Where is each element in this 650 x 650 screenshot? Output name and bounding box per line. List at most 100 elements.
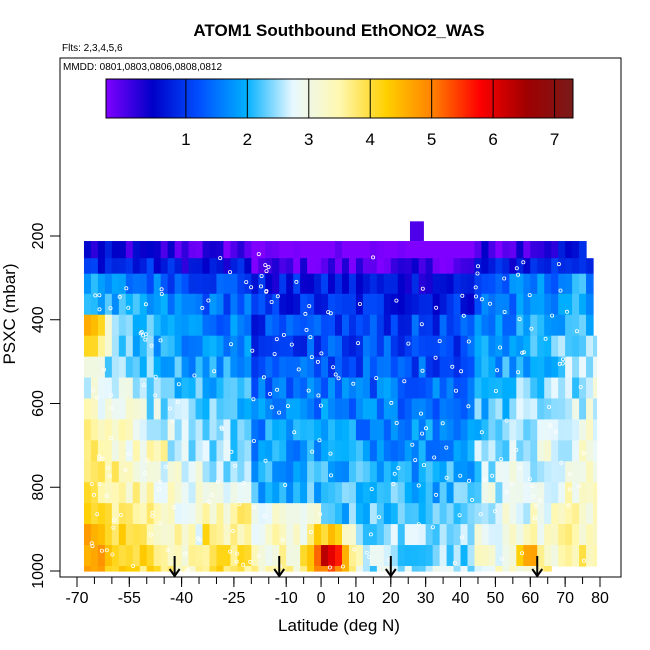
heatmap-cell bbox=[411, 258, 420, 275]
heatmap-cell bbox=[418, 419, 427, 441]
heatmap-cell bbox=[551, 273, 559, 295]
sample-point bbox=[212, 369, 217, 374]
heatmap-cell bbox=[209, 482, 218, 504]
heatmap-cell bbox=[411, 314, 420, 337]
heatmap-cell bbox=[132, 241, 141, 259]
sample-point bbox=[410, 442, 415, 447]
heatmap-cell bbox=[348, 335, 357, 358]
heatmap-cell bbox=[307, 545, 315, 567]
heatmap-cell bbox=[495, 482, 503, 504]
chart-title: ATOM1 Southbound EthONO2_WAS bbox=[193, 21, 484, 40]
sample-point bbox=[492, 509, 497, 514]
heatmap-cell bbox=[132, 503, 141, 525]
heatmap-cell bbox=[223, 258, 232, 275]
heatmap-cell bbox=[83, 398, 92, 421]
sample-point bbox=[581, 558, 586, 563]
sample-point bbox=[127, 451, 132, 456]
heatmap-cell bbox=[355, 356, 364, 379]
heatmap-cell bbox=[258, 461, 266, 483]
heatmap-cell bbox=[188, 524, 197, 546]
heatmap-cell bbox=[362, 377, 371, 400]
heatmap-cell bbox=[146, 398, 155, 421]
heatmap-cell bbox=[209, 314, 218, 337]
heatmap-cell bbox=[83, 273, 92, 295]
heatmap-cell bbox=[376, 565, 385, 572]
sample-point bbox=[340, 564, 345, 569]
heatmap-cell bbox=[439, 398, 448, 421]
heatmap-cell bbox=[460, 419, 469, 441]
sample-point bbox=[275, 387, 280, 392]
heatmap-cell bbox=[216, 524, 225, 546]
heatmap-cell bbox=[167, 258, 176, 275]
heatmap-cell bbox=[397, 565, 406, 572]
heatmap-cell bbox=[488, 503, 496, 525]
sample-point bbox=[267, 391, 272, 396]
colorbar-tick-label: 7 bbox=[550, 130, 559, 149]
heatmap-cell bbox=[104, 461, 113, 483]
heatmap-cell bbox=[209, 524, 218, 546]
heatmap-cell bbox=[251, 258, 259, 275]
heatmap-cell bbox=[223, 293, 232, 316]
heatmap-cell bbox=[523, 503, 531, 525]
heatmap-cell bbox=[195, 258, 204, 275]
sample-point bbox=[369, 487, 374, 492]
heatmap-cell bbox=[383, 314, 392, 337]
heatmap-cell bbox=[390, 398, 399, 421]
sample-point bbox=[261, 375, 266, 380]
heatmap-cell bbox=[279, 524, 287, 546]
sample-point bbox=[467, 478, 472, 483]
sample-point bbox=[389, 400, 394, 405]
heatmap-cell bbox=[474, 335, 483, 358]
heatmap-cell bbox=[502, 356, 510, 379]
heatmap-cell bbox=[321, 293, 329, 316]
heatmap-cell bbox=[202, 419, 211, 441]
heatmap-cell bbox=[97, 293, 106, 316]
sample-point bbox=[111, 525, 116, 530]
heatmap-cell bbox=[565, 482, 573, 504]
sample-point bbox=[520, 551, 525, 556]
heatmap-cell bbox=[321, 398, 329, 421]
sample-point bbox=[107, 473, 112, 478]
heatmap-cell bbox=[335, 545, 343, 567]
sample-point bbox=[406, 341, 411, 346]
heatmap-cell bbox=[167, 461, 176, 483]
heatmap-cell bbox=[586, 398, 594, 421]
heatmap-cell bbox=[300, 356, 308, 379]
heatmap-cell bbox=[293, 258, 301, 275]
heatmap-cell bbox=[328, 398, 336, 421]
heatmap-cell bbox=[321, 545, 329, 567]
heatmap-cell bbox=[146, 440, 155, 462]
heatmap-cell bbox=[495, 503, 503, 525]
sample-point bbox=[328, 451, 333, 456]
heatmap-cell bbox=[258, 356, 266, 379]
heatmap-cell bbox=[90, 503, 99, 525]
heatmap-cell bbox=[376, 440, 385, 462]
heatmap-cell bbox=[286, 482, 294, 504]
heatmap-cell bbox=[369, 258, 378, 275]
heatmap-cell bbox=[202, 440, 211, 462]
heatmap-cell bbox=[321, 565, 329, 572]
heatmap-cell bbox=[537, 293, 545, 316]
sample-point bbox=[274, 337, 279, 342]
heatmap-cell bbox=[558, 419, 566, 441]
heatmap-cell bbox=[307, 461, 315, 483]
heatmap-cell bbox=[376, 258, 385, 275]
heatmap-cell bbox=[118, 356, 127, 379]
heatmap-cell bbox=[530, 482, 538, 504]
heatmap-cell bbox=[174, 503, 183, 525]
sample-point bbox=[453, 388, 458, 393]
heatmap-cell bbox=[523, 273, 531, 295]
heatmap-cell bbox=[474, 377, 483, 400]
heatmap-cell bbox=[321, 314, 329, 337]
heatmap-cell bbox=[174, 293, 183, 316]
heatmap-cell bbox=[502, 241, 510, 259]
heatmap-cell bbox=[111, 419, 120, 441]
colorbar-tick-label: 5 bbox=[427, 130, 436, 149]
heatmap-cell bbox=[376, 241, 385, 259]
heatmap-cell bbox=[293, 419, 301, 441]
heatmap-cell bbox=[118, 440, 127, 462]
heatmap-cell bbox=[579, 356, 587, 379]
sample-point bbox=[308, 530, 313, 535]
heatmap-cell bbox=[132, 461, 141, 483]
